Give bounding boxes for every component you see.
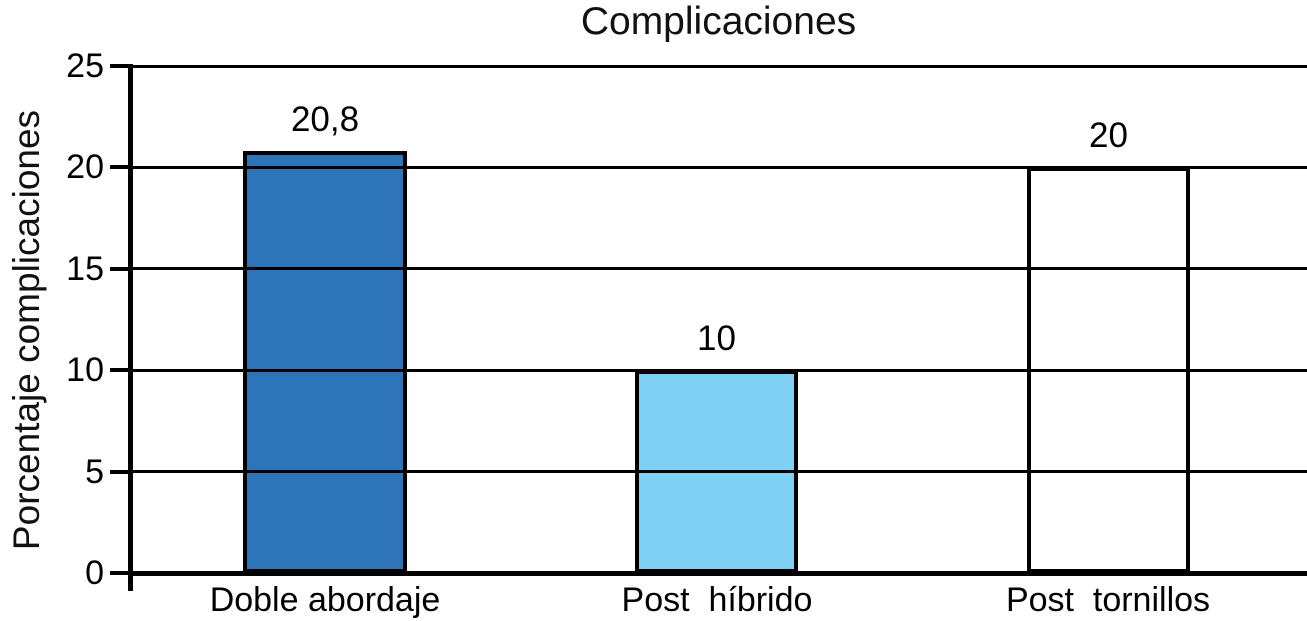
y-tick-label-0: 0 xyxy=(85,554,104,592)
bar-value-label-post-tornillos: 20 xyxy=(1089,116,1128,156)
x-category-label-post-hibrido: Post híbrido xyxy=(621,581,813,619)
bar-group-post-tornillos: 20 xyxy=(1027,66,1190,573)
bar-group-post-hibrido: 10 xyxy=(635,66,798,573)
y-tick-label-25: 25 xyxy=(66,47,104,85)
bar-doble-abordaje xyxy=(243,151,407,573)
y-tick-label-10: 10 xyxy=(66,351,104,390)
x-axis-line xyxy=(130,571,1307,576)
x-category-label-post-tornillos: Post tornillos xyxy=(1005,581,1211,619)
y-axis-tick-marks xyxy=(110,64,133,575)
bar-value-label-doble-abordaje: 20,8 xyxy=(290,100,360,140)
y-tick-mark-10 xyxy=(110,368,133,373)
gridline-15 xyxy=(130,267,1307,271)
y-tick-label-5: 5 xyxy=(85,452,104,491)
gridline-25 xyxy=(130,64,1307,68)
gridline-20 xyxy=(130,165,1307,169)
x-category-label-doble-abordaje: Doble abordaje xyxy=(209,581,441,619)
gridline-10 xyxy=(130,368,1307,372)
y-tick-label-20: 20 xyxy=(66,148,104,187)
bar-value-label-post-hibrido: 10 xyxy=(697,319,736,359)
y-axis-line xyxy=(128,64,133,591)
y-tick-mark-20 xyxy=(110,165,133,170)
y-tick-mark-15 xyxy=(110,266,133,271)
y-axis-tick-labels: 0 5 10 15 20 25 xyxy=(0,48,104,591)
y-tick-mark-5 xyxy=(110,469,133,474)
gridline-5 xyxy=(130,470,1307,474)
y-tick-mark-25 xyxy=(110,64,133,68)
bar-group-doble-abordaje: 20,8 xyxy=(243,66,407,573)
y-tick-label-15: 15 xyxy=(66,249,104,288)
y-tick-mark-0 xyxy=(110,571,133,575)
chart-title: Complicaciones xyxy=(580,0,857,43)
plot-area: 20,8 10 20 xyxy=(130,64,1307,573)
